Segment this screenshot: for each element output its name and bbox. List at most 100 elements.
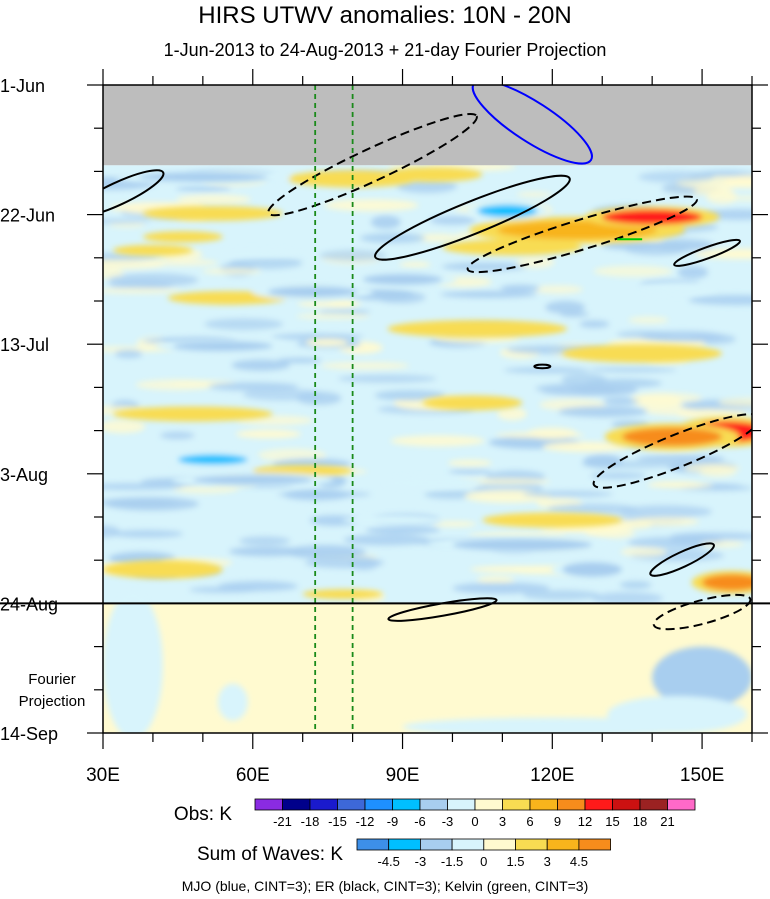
- obs-colorbar-tick-label: 0: [471, 814, 478, 829]
- texture-patch: [239, 536, 291, 546]
- er-contour: [267, 112, 478, 217]
- texture-patch: [583, 454, 623, 469]
- texture-patch: [500, 284, 540, 292]
- texture-patch: [590, 472, 647, 480]
- x-tick-label: 90E: [386, 765, 420, 786]
- obs-colorbar-swatch: [557, 798, 586, 811]
- anomaly-blob: [382, 476, 483, 490]
- texture-patch: [586, 378, 662, 388]
- obs-colorbar-swatch: [474, 798, 503, 811]
- texture-patch: [376, 291, 426, 304]
- obs-colorbar-title: Obs: K: [174, 804, 232, 825]
- obs-colorbar-tick-label: -15: [328, 814, 347, 829]
- texture-patch: [557, 406, 648, 418]
- texture-patch: [532, 285, 584, 294]
- texture-patch: [412, 233, 462, 242]
- anomaly-blob: [112, 244, 193, 256]
- obs-colorbar-tick-label: -18: [301, 814, 320, 829]
- y-tick-label: 22-Jun: [0, 206, 55, 226]
- waves-colorbar-swatch: [451, 838, 485, 851]
- texture-patch: [277, 491, 371, 498]
- anomaly-blob: [103, 560, 223, 579]
- texture-patch: [304, 557, 385, 569]
- obs-colorbar-swatch: [502, 798, 531, 811]
- texture-patch: [103, 259, 166, 270]
- obs-colorbar-swatch: [337, 798, 366, 811]
- texture-patch: [172, 484, 239, 494]
- waves-colorbar-swatch: [483, 838, 516, 851]
- mjo-contour: [471, 85, 593, 165]
- texture-patch: [343, 534, 430, 546]
- anomaly-blob: [702, 574, 752, 591]
- obs-colorbar-tick-label: -3: [442, 814, 454, 829]
- waves-colorbar-tick-label: 0: [480, 854, 487, 869]
- texture-patch: [593, 265, 673, 277]
- waves-colorbar-tick-label: 4.5: [570, 854, 588, 869]
- projection-shading: [103, 591, 752, 733]
- anomaly-blob: [172, 341, 273, 351]
- obs-colorbar-tick-label: 18: [633, 814, 647, 829]
- hovmoller-chart: 1-Jun 22-Jun 13-Jul 3-Aug 24-Aug 14-Sep Fourie…: [0, 69, 770, 869]
- texture-patch: [452, 582, 550, 594]
- er-contour: [466, 195, 698, 274]
- texture-patch: [309, 515, 358, 526]
- texture-patch: [396, 179, 457, 193]
- obs-colorbar-tick-label: 15: [605, 814, 619, 829]
- x-tick-label: 30E: [86, 765, 120, 786]
- texture-patch: [429, 216, 476, 225]
- waves-colorbar-swatch: [515, 838, 548, 851]
- texture-patch: [447, 459, 492, 467]
- y-tick-label: 14-Sep: [0, 724, 58, 744]
- texture-patch: [647, 482, 714, 488]
- waves-colorbar-swatch: [419, 838, 453, 851]
- obs-colorbar-swatch: [639, 798, 668, 811]
- texture-patch: [639, 330, 725, 343]
- waves-colorbar-swatch: [356, 838, 390, 851]
- anomaly-blob: [192, 475, 313, 485]
- texture-patch: [476, 576, 515, 584]
- texture-patch: [228, 546, 306, 557]
- texture-patch: [588, 367, 677, 373]
- anomaly-blob: [202, 249, 303, 258]
- texture-patch: [111, 529, 184, 538]
- texture-patch: [103, 287, 182, 294]
- texture-patch: [638, 171, 715, 183]
- texture-patch: [390, 435, 485, 447]
- texture-patch: [319, 249, 387, 262]
- obs-colorbar-swatch: [529, 798, 558, 811]
- er-contour: [649, 542, 715, 577]
- texture-patch: [495, 432, 585, 438]
- texture-patch: [175, 185, 232, 192]
- obs-colorbar-tick-label: 21: [660, 814, 674, 829]
- texture-patch: [718, 397, 752, 408]
- anomaly-blob: [362, 273, 443, 285]
- texture-patch: [231, 359, 291, 371]
- wave-contours: [103, 85, 752, 631]
- obs-colorbar-swatch: [584, 798, 613, 811]
- obs-colorbar-tick-label: 9: [554, 814, 561, 829]
- texture-patch: [160, 431, 195, 440]
- obs-colorbar-swatch: [419, 798, 448, 811]
- y-tick-label: 13-Jul: [0, 335, 49, 355]
- texture-patch: [522, 590, 600, 601]
- texture-patch: [600, 240, 662, 250]
- obs-colorbar-swatch: [282, 798, 311, 811]
- texture-patch: [277, 357, 322, 363]
- texture-patch: [448, 468, 492, 475]
- obs-colorbar: Obs: K -21 -18 -15 -12 -9 -6 -3 0 3 6 9 12 15 18 21: [174, 798, 696, 829]
- obs-colorbar-tick-label: -12: [356, 814, 375, 829]
- x-tick-label: 60E: [236, 765, 270, 786]
- texture-patch: [320, 361, 410, 370]
- texture-patch: [670, 532, 752, 541]
- texture-patch: [592, 592, 663, 605]
- texture-patch: [242, 388, 322, 401]
- texture-patch: [636, 454, 725, 463]
- texture-patch: [135, 379, 218, 391]
- texture-patch: [497, 407, 527, 421]
- texture-patch: [522, 490, 613, 498]
- texture-patch: [114, 349, 143, 359]
- texture-patch: [305, 338, 349, 347]
- anomaly-blob: [267, 286, 358, 298]
- anomaly-blob: [342, 515, 443, 526]
- x-tick-label: 150E: [680, 765, 724, 786]
